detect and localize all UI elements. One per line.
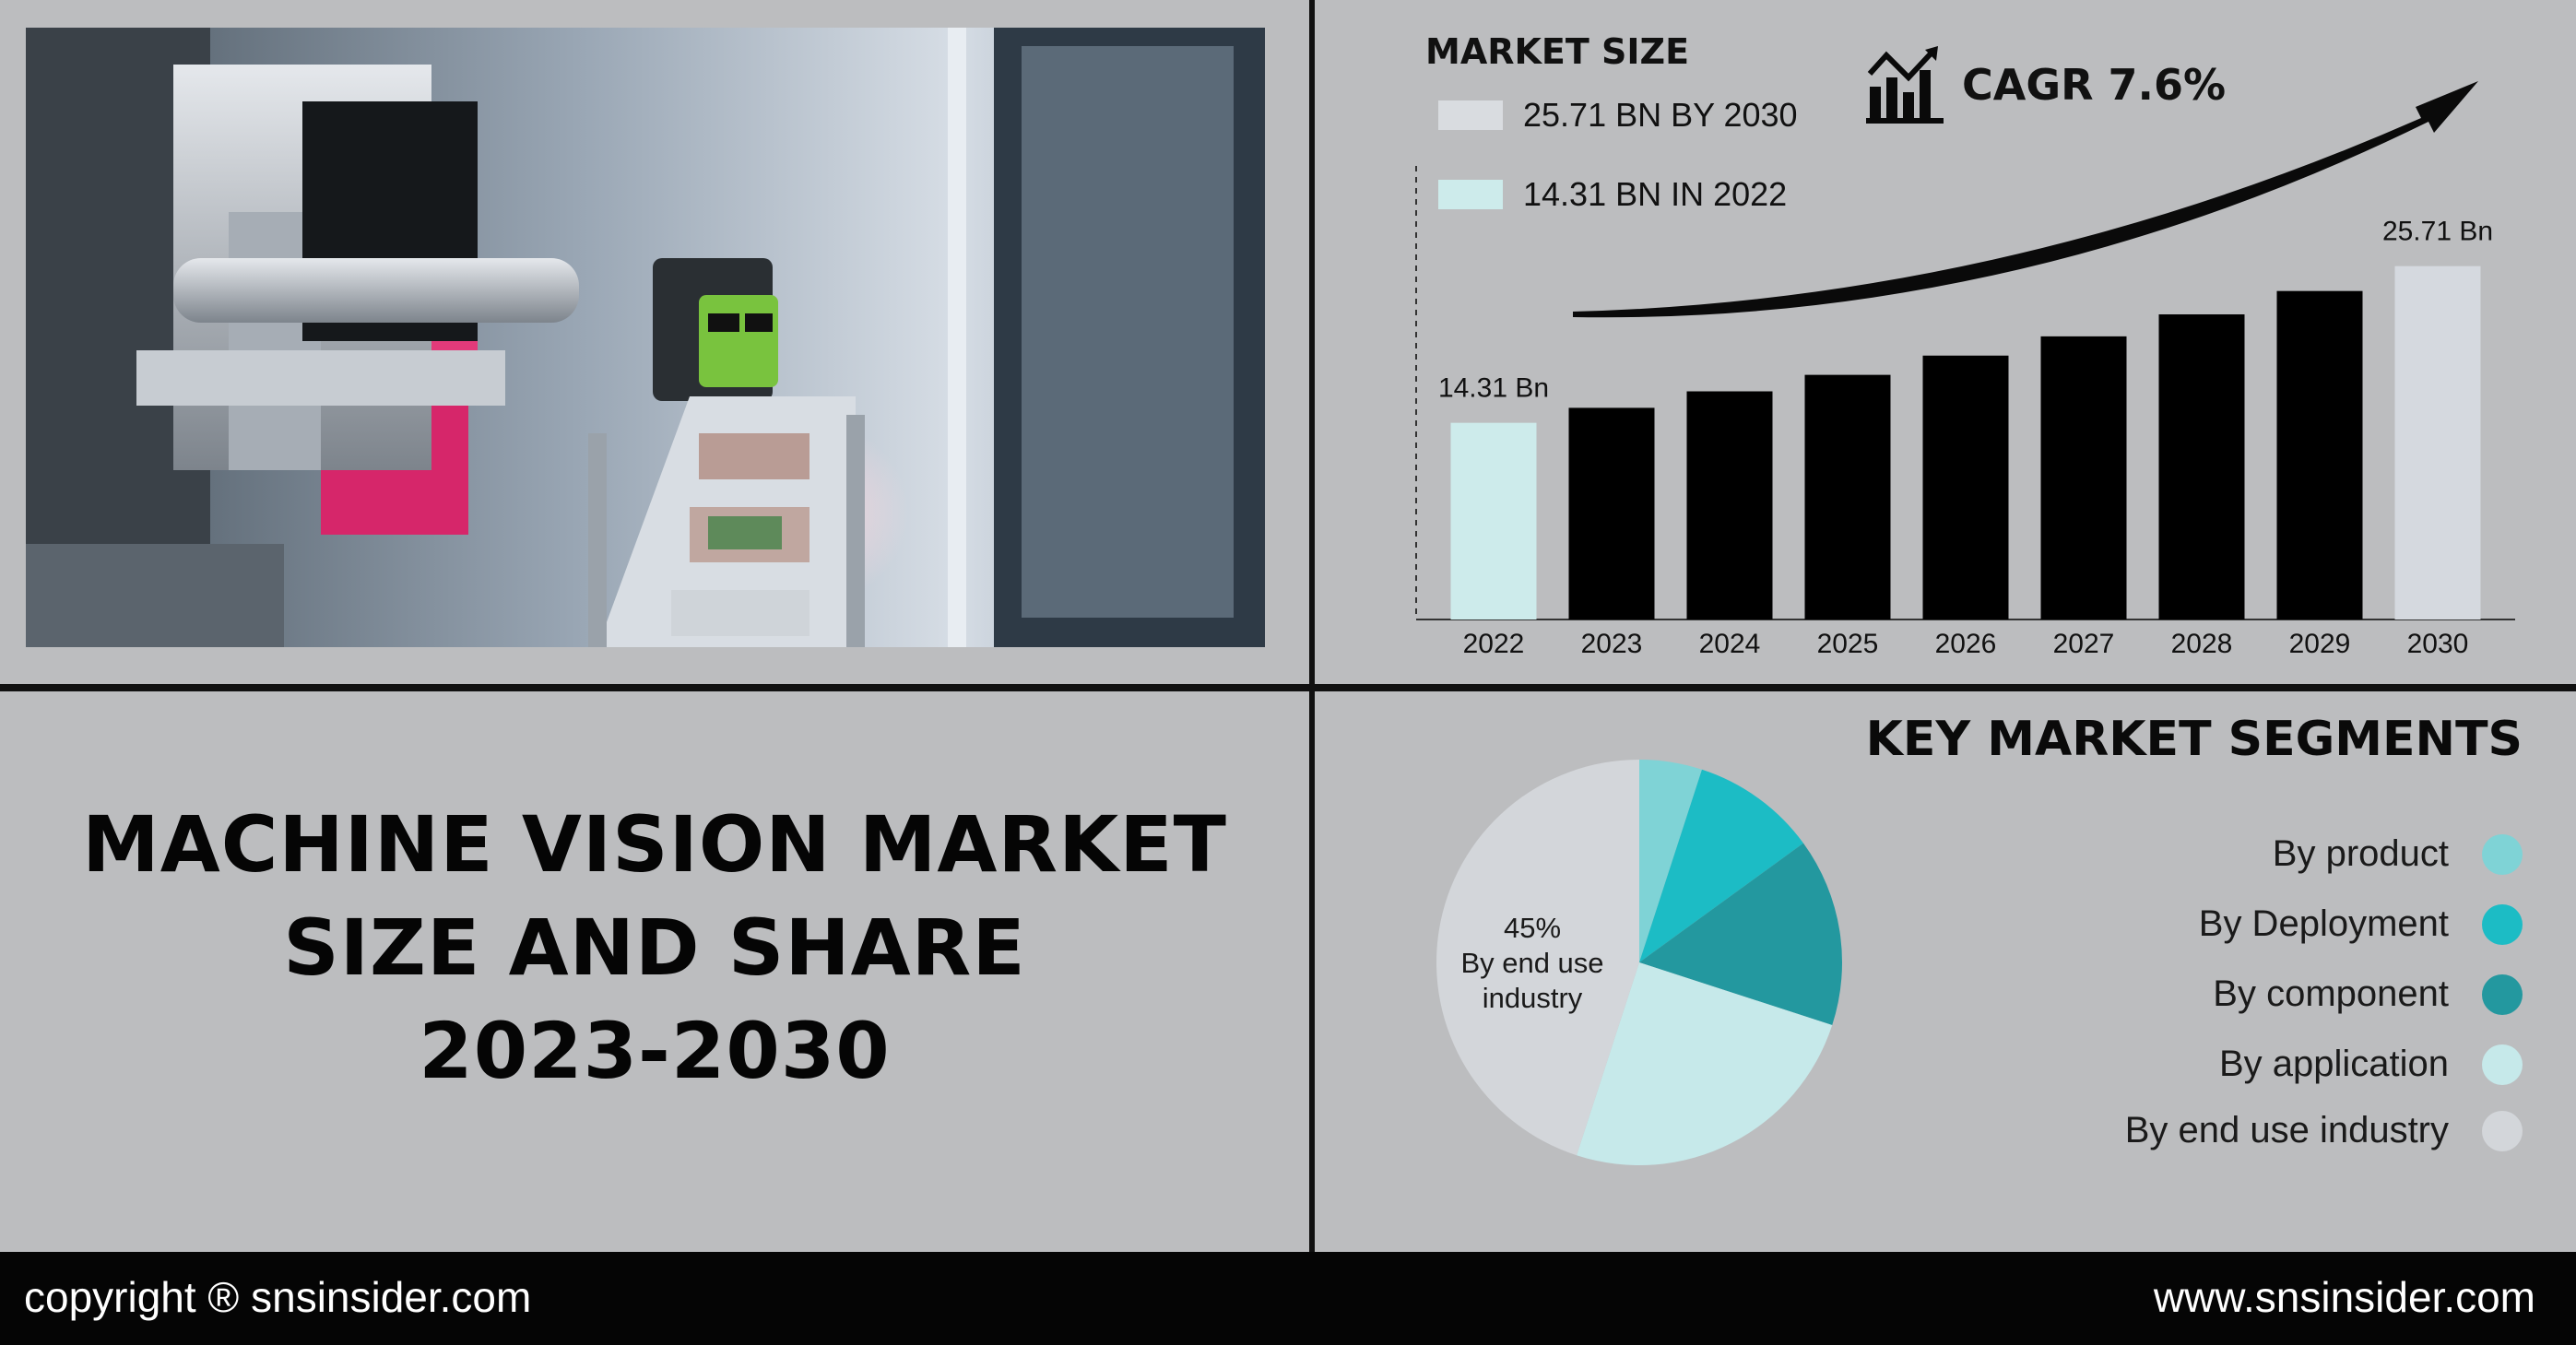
x-tick-label-2022: 2022 [1463, 629, 1525, 659]
pie-slice-by-end-use-industry [1436, 760, 1639, 1156]
bar-2024 [1686, 391, 1773, 619]
bar-2030 [2394, 265, 2481, 619]
machine-vision-photo [26, 28, 1265, 647]
pie-slice-label: 45% By end use industry [1440, 911, 1625, 1016]
pie-slice-by-deployment [1639, 769, 1803, 962]
legend-swatch-2022 [1438, 180, 1503, 209]
segment-label: By Deployment [2198, 903, 2449, 944]
bar-2026 [1922, 355, 2009, 619]
x-tick-label-2023: 2023 [1581, 629, 1643, 659]
bar-2027 [2040, 336, 2127, 619]
bar-2022 [1450, 422, 1537, 619]
bar-2025 [1804, 374, 1891, 619]
segment-by-deployment: By Deployment [2199, 903, 2523, 945]
segment-by-application: By application [2219, 1044, 2523, 1085]
title-line-2: SIZE AND SHARE [283, 903, 1026, 993]
segment-dot [2482, 833, 2523, 875]
pie-slice-name-line1: By end use [1460, 947, 1604, 979]
segment-label: By application [2218, 1044, 2449, 1084]
legend-text-2030: 25.71 BN BY 2030 [1523, 96, 1798, 134]
legend-text-2022: 14.31 BN IN 2022 [1523, 175, 1788, 213]
legend-swatch-2030 [1438, 100, 1503, 130]
vertical-divider-top [1309, 0, 1315, 684]
pie-slice-by-component [1639, 843, 1842, 1025]
growth-arrow [1573, 81, 2478, 318]
website-link[interactable]: www.snsinsider.com [2153, 1273, 2535, 1321]
legend-item-2022: 14.31 BN IN 2022 [1438, 175, 1787, 214]
x-tick-label-2027: 2027 [2053, 629, 2115, 659]
legend-item-2030: 25.71 BN BY 2030 [1438, 96, 1798, 135]
market-size-panel: MARKET SIZE 25.71 BN BY 2030 14.31 BN IN… [1315, 0, 2576, 684]
segment-label: By component [2213, 973, 2449, 1014]
segment-dot [2482, 1110, 2523, 1151]
bar-2028 [2158, 314, 2245, 619]
pie-slice-by-product [1639, 760, 1702, 962]
market-size-bar-chart: 2022 14.31 Bn 2023 2024 2025 2026 2027 2028 2029… [1415, 81, 2515, 659]
infographic-title: MACHINE VISION MARKET SIZE AND SHARE 202… [0, 793, 1309, 1103]
bar-2029 [2276, 290, 2363, 619]
pie-slice-name-line2: industry [1482, 982, 1583, 1014]
market-size-heading: MARKET SIZE [1425, 31, 1690, 72]
pie-slice-percent: 45% [1503, 912, 1562, 944]
cagr-block: CAGR 7.6% [1866, 46, 2226, 124]
segment-dot [2482, 903, 2523, 945]
x-tick-label-2026: 2026 [1935, 629, 1997, 659]
bar-2023 [1568, 407, 1655, 619]
footer-bar: copyright ® snsinsider.com www.snsinside… [0, 1252, 2576, 1345]
segment-dot [2482, 973, 2523, 1015]
pie-slice-by-application [1577, 962, 1833, 1165]
cagr-value: CAGR 7.6% [1962, 60, 2227, 110]
vertical-divider-bottom [1309, 691, 1315, 1252]
x-tick-label-2028: 2028 [2171, 629, 2233, 659]
segments-heading: KEY MARKET SEGMENTS [1865, 712, 2523, 767]
segment-by-product: By product [2273, 833, 2523, 875]
x-tick-label-2030: 2030 [2407, 629, 2469, 659]
x-tick-label-2025: 2025 [1817, 629, 1879, 659]
data-label-2022: 14.31 Bn [1438, 373, 1549, 404]
horizontal-divider [0, 684, 2576, 691]
title-line-3: 2023-2030 [419, 1006, 891, 1096]
x-tick-label-2024: 2024 [1699, 629, 1761, 659]
segment-label: By end use industry [2124, 1110, 2449, 1150]
x-tick-label-2029: 2029 [2289, 629, 2351, 659]
segment-by-end-use-industry: By end use industry [2125, 1110, 2523, 1151]
segment-dot [2482, 1044, 2523, 1085]
growth-chart-icon [1866, 46, 1944, 124]
segment-label: By product [2272, 833, 2449, 874]
data-label-2030: 25.71 Bn [2382, 217, 2493, 247]
segments-pie-chart [1436, 760, 1842, 1165]
title-line-1: MACHINE VISION MARKET [82, 799, 1227, 890]
key-market-segments-panel: KEY MARKET SEGMENTS 45% By end use indus… [1315, 693, 2576, 1250]
copyright-text: copyright ® snsinsider.com [24, 1273, 532, 1321]
segment-by-component: By component [2213, 973, 2523, 1015]
